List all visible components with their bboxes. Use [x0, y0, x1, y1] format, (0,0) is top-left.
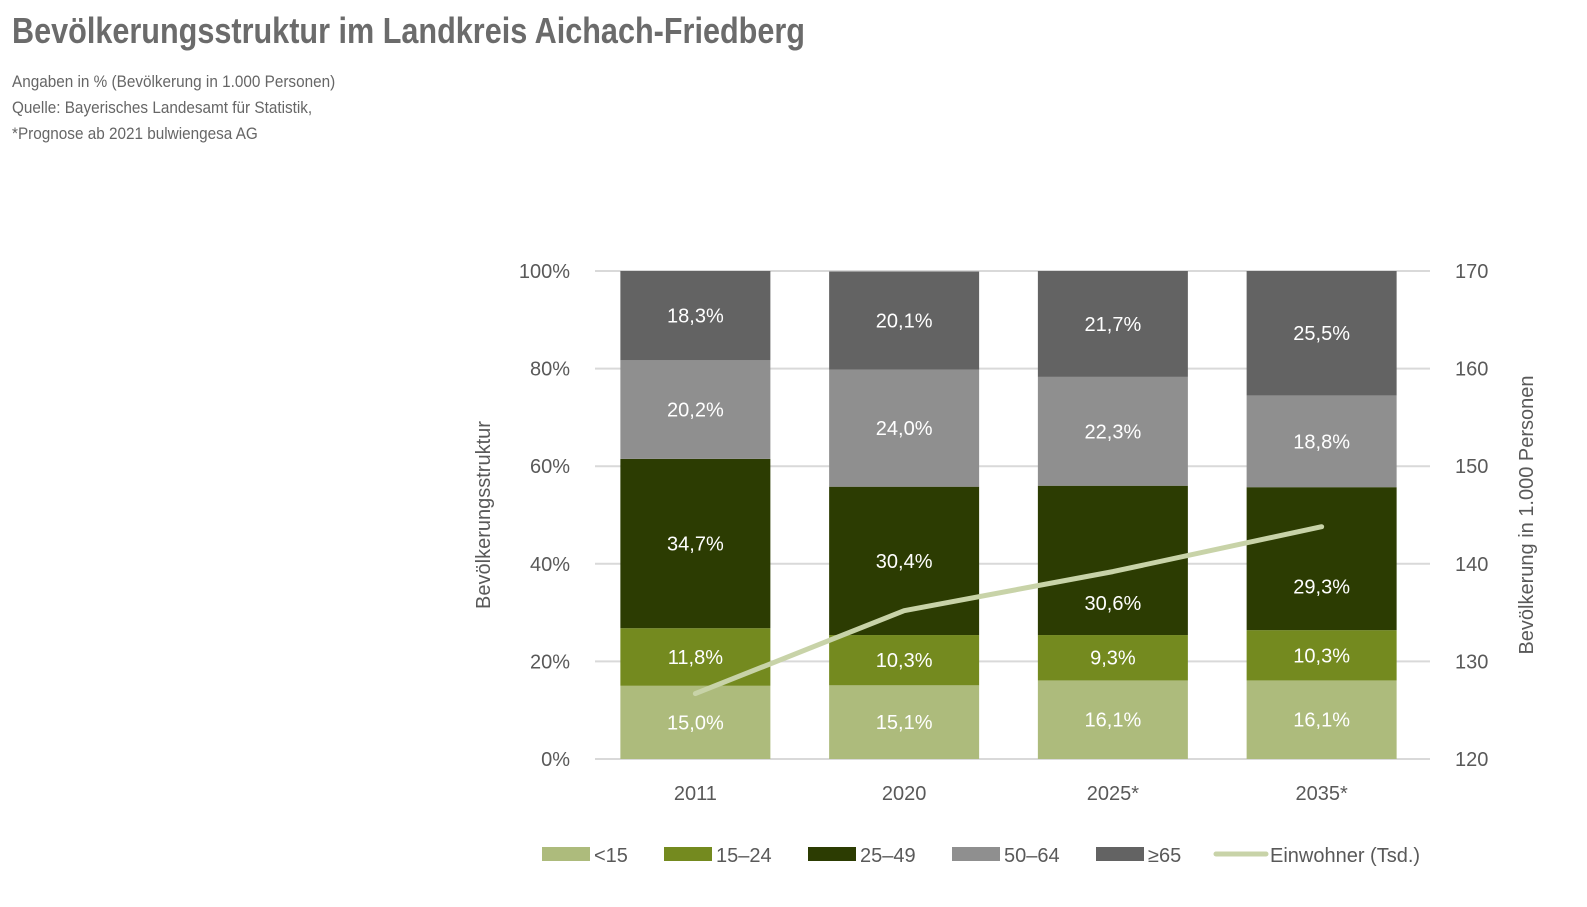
data-label: 15,1% [876, 712, 933, 734]
y2-axis-title: Bevölkerung in 1.000 Personen [1516, 375, 1538, 654]
legend-label: 15–24 [716, 845, 772, 867]
bar-segment [829, 635, 980, 686]
y-tick-label: 100% [519, 261, 570, 283]
subtitle-forecast: *Prognose ab 2021 bulwiengesa AG [12, 124, 258, 143]
population-line [692, 524, 1325, 697]
chart-title: Bevölkerungsstruktur im Landkreis Aichac… [12, 10, 805, 51]
data-label: 15,0% [667, 712, 724, 734]
data-label: 16,1% [1293, 710, 1350, 732]
y-tick-label: 60% [530, 456, 570, 478]
data-label: 29,3% [1293, 577, 1350, 599]
data-label: 20,1% [876, 311, 933, 333]
data-label: 10,3% [1293, 645, 1350, 667]
legend-swatch [664, 847, 712, 861]
legend-swatch [542, 847, 590, 861]
bar-segment [829, 685, 980, 759]
bar-segment [620, 458, 771, 629]
bar-segment [620, 685, 771, 759]
bar-segment [829, 369, 980, 487]
data-label: 18,3% [667, 306, 724, 328]
x-tick-label: 2011 [674, 783, 717, 805]
subtitle-units: Angaben in % (Bevölkerung in 1.000 Perso… [12, 72, 336, 91]
data-label: 9,3% [1090, 648, 1136, 670]
y2-tick-label: 120 [1455, 749, 1488, 771]
bar-segment [1246, 395, 1397, 488]
data-label: 11,8% [668, 647, 723, 669]
data-label: 24,0% [876, 418, 933, 440]
y2-tick-label: 150 [1455, 456, 1488, 478]
data-label: 18,8% [1293, 431, 1350, 453]
data-label: 16,1% [1085, 710, 1142, 732]
data-label: 21,7% [1085, 314, 1142, 336]
y-tick-label: 40% [530, 554, 570, 576]
y2-tick-label: 140 [1455, 554, 1488, 576]
data-label: 30,6% [1085, 593, 1142, 615]
data-label: 22,3% [1085, 421, 1142, 443]
legend-swatch [1096, 847, 1144, 861]
bar-segment [1037, 376, 1188, 486]
bar-segment [1037, 271, 1188, 377]
data-label: 30,4% [876, 551, 933, 573]
legend-swatch [952, 847, 1000, 861]
data-label: 10,3% [876, 650, 933, 672]
subtitle-source: Quelle: Bayerisches Landesamt für Statis… [12, 98, 313, 117]
bar-segment [1037, 635, 1188, 681]
bar-segment [829, 271, 980, 370]
data-label: 34,7% [667, 534, 724, 556]
bar-segment [620, 360, 771, 459]
x-tick-label: 2020 [882, 783, 927, 805]
bar-segment [1246, 680, 1397, 759]
legend-label: ≥65 [1148, 845, 1181, 867]
bar-segment [1246, 630, 1397, 681]
bar-segment [1246, 487, 1397, 631]
legend-label: <15 [594, 845, 628, 867]
bar-segment [1037, 680, 1188, 759]
y-axis-title: Bevölkerungsstruktur [473, 421, 495, 609]
data-label: 20,2% [667, 400, 724, 422]
y-tick-label: 20% [530, 651, 570, 673]
bar-segment [620, 271, 771, 361]
legend-label: 25–49 [860, 845, 916, 867]
y2-tick-label: 130 [1455, 651, 1488, 673]
legend-label: Einwohner (Tsd.) [1270, 845, 1420, 867]
legend-label: 50–64 [1004, 845, 1060, 867]
x-tick-label: 2025* [1087, 783, 1139, 805]
y-tick-label: 0% [541, 749, 570, 771]
bar-segment [1246, 271, 1397, 396]
y2-tick-label: 160 [1455, 359, 1488, 381]
data-label: 25,5% [1293, 323, 1350, 345]
y2-tick-label: 170 [1455, 261, 1488, 283]
x-tick-label: 2035* [1295, 783, 1347, 805]
y-tick-label: 80% [530, 359, 570, 381]
legend-swatch [808, 847, 856, 861]
